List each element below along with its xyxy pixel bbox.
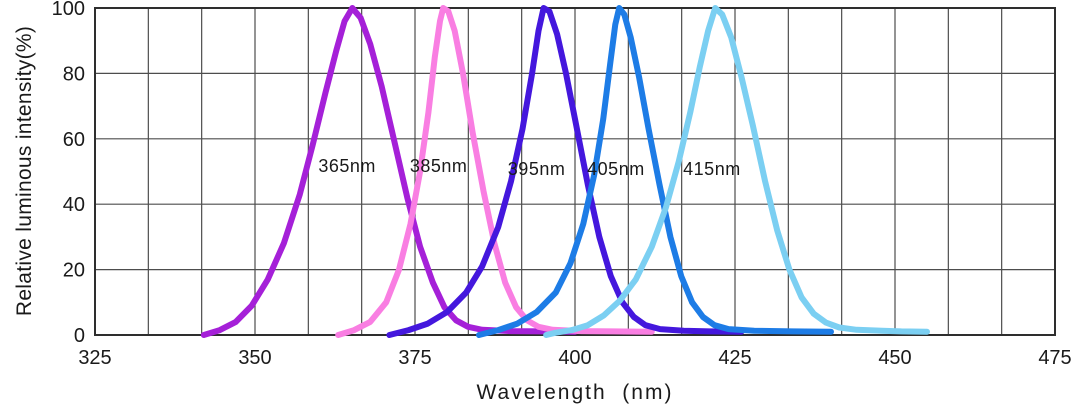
x-tick-label: 475 bbox=[1038, 347, 1071, 369]
x-axis-title: Wavelength (nm) bbox=[476, 381, 674, 404]
gridlines bbox=[94, 7, 1056, 336]
x-tick-label: 450 bbox=[878, 347, 911, 369]
series-curve-415nm bbox=[543, 5, 930, 338]
plot-frame bbox=[94, 7, 1056, 336]
x-tick-label: 325 bbox=[78, 347, 111, 369]
series-curve-385nm bbox=[335, 5, 655, 338]
series-label-365nm: 365nm bbox=[318, 156, 376, 176]
series-label-385nm: 385nm bbox=[410, 156, 468, 176]
y-tick-label: 60 bbox=[63, 129, 85, 151]
x-tick-label: 400 bbox=[558, 347, 591, 369]
y-tick-label: 40 bbox=[63, 194, 85, 216]
x-tick-label: 425 bbox=[718, 347, 751, 369]
y-tick-label: 0 bbox=[74, 325, 85, 347]
x-tick-labels: 325 350 375 400 425 450 475 bbox=[78, 347, 1071, 369]
series-labels: 365nm 385nm 395nm 405nm 415nm bbox=[318, 156, 740, 179]
y-tick-label: 20 bbox=[63, 260, 85, 282]
series-curve-405nm bbox=[476, 5, 834, 338]
series-label-395nm: 395nm bbox=[508, 159, 566, 179]
series-label-405nm: 405nm bbox=[587, 159, 645, 179]
y-tick-labels: 0 20 40 60 80 100 bbox=[52, 0, 85, 347]
x-tick-label: 375 bbox=[398, 347, 431, 369]
series-curve-395nm bbox=[386, 5, 745, 338]
y-tick-label: 80 bbox=[63, 63, 85, 85]
x-tick-label: 350 bbox=[238, 347, 271, 369]
y-tick-label: 100 bbox=[52, 0, 85, 20]
series-curve-365nm bbox=[200, 5, 578, 338]
series-label-415nm: 415nm bbox=[683, 159, 741, 179]
